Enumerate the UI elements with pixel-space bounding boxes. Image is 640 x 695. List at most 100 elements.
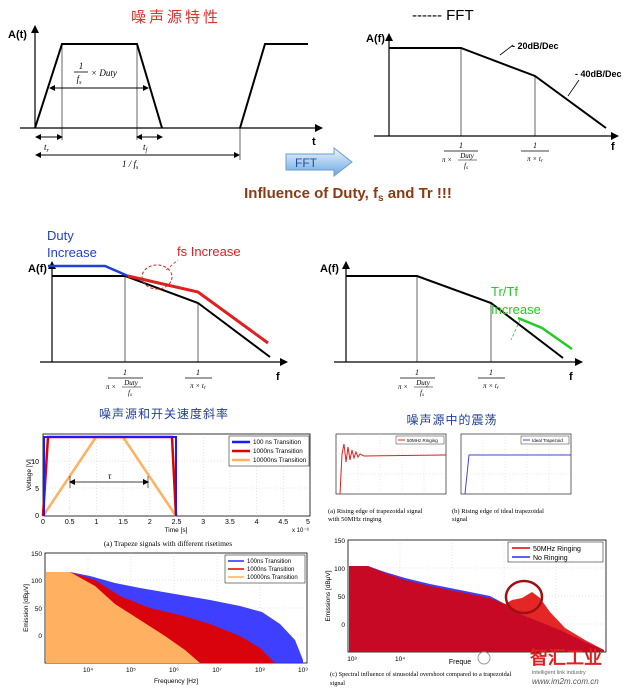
influence-title: Influence of Duty, fs and Tr !!! — [244, 185, 452, 204]
caption-slope: 噪声源和开关速度斜率 — [99, 406, 229, 421]
spectrum-left-ytick-100: 100 — [31, 578, 42, 585]
trapeze-legend-1: 100 ns Transition — [253, 439, 301, 446]
fft-arrow: FFT — [285, 146, 353, 178]
duty-increase-label-1: Duty — [47, 228, 74, 243]
spectrum-left-xtick-4: 10⁸ — [255, 667, 265, 674]
fft-c2-num: 1 — [533, 141, 537, 150]
spectrum-right-ytick-0: 0 — [341, 622, 345, 629]
trapeze-xtick-2: 1 — [94, 519, 98, 526]
tr-label: tr — [44, 142, 50, 154]
trapeze-caption: (a) Trapeze signals with different riset… — [104, 539, 232, 548]
tr-x-label: f — [569, 371, 573, 383]
ringing-a-legend: 50MHz Ringing — [407, 438, 438, 443]
duty-increase-curve — [48, 264, 129, 278]
duty-x-label: f — [276, 371, 280, 383]
ringing-b-chart: Ideal Trapezoid (b) Rising edge of ideal… — [452, 433, 572, 523]
spectrum-left-legend-1: 100ns Transition — [247, 559, 291, 565]
spectrum-left-xtick-1: 10⁵ — [126, 667, 136, 674]
period-label: 1 / fs — [122, 159, 139, 171]
fft-arrow-shape — [285, 146, 353, 178]
trapeze-xtick-3: 1.5 — [118, 519, 128, 526]
spectrum-left-chart: 100ns Transition 1000ns Transition 10000… — [23, 551, 308, 685]
spectrum-left-xlabel: Frequency [Hz] — [154, 678, 198, 685]
duty-c1-duty: Duty — [123, 379, 139, 387]
fft-c1-fs: fs — [464, 162, 468, 171]
noise-source-title: 噪声源特性 — [131, 8, 221, 26]
tr-c1-den-pre: π × — [398, 383, 408, 391]
spectrum-left-ylabel: Emission [dBμV] — [23, 584, 30, 632]
ringing-b-caption-1: (b) Rising edge of ideal trapezoidal — [452, 508, 544, 515]
slope1-pointer — [499, 44, 514, 56]
time-y-label: A(t) — [8, 29, 27, 41]
time-domain-plot: 噪声源特性 A(t) t 1 fs × Duty tr tf 1 / fs — [8, 8, 323, 171]
spectrum-right-legend-1: 50MHz Ringing — [533, 546, 581, 553]
ringing-a-chart: 50MHz Ringing (a) Rising edge of trapezo… — [328, 433, 447, 523]
spectrum-right-ytick-150: 150 — [334, 538, 345, 545]
watermark: 智汇工业 intelligent link industry www.im2m.… — [477, 647, 602, 686]
trapeze-xtick-5: 2.5 — [172, 519, 182, 526]
spectrum-right-xlabel: Freque — [449, 659, 471, 666]
ringing-a-trace — [339, 443, 447, 495]
duty-c1-fs: fs — [128, 389, 132, 398]
ringing-a-legend-box — [395, 435, 445, 445]
duty-c1-den-pre: π × — [106, 383, 116, 391]
spectrum-left-xtick-3: 10⁷ — [212, 667, 222, 674]
spectrum-right-ylabel: Emissions [dBμV] — [325, 570, 332, 621]
tr-c1-fs: fs — [420, 389, 424, 398]
fft-y-label: A(f) — [366, 33, 385, 45]
duty-num: 1 — [79, 61, 84, 71]
trapeze-xtick-6: 3 — [201, 519, 205, 526]
tr-y-label: A(f) — [320, 263, 339, 275]
trapeze-xticks: 0 0.5 1 1.5 2 2.5 3 3.5 4 4.5 5 — [41, 519, 310, 526]
caption-ringing: 噪声源中的震荡 — [406, 412, 497, 427]
trapeze-xexp: x 10⁻⁶ — [292, 527, 310, 534]
spectrum-left-xtick-5: 10⁹ — [298, 667, 308, 674]
spectrum-right-caption-2: signal — [330, 680, 345, 687]
duty-mult: × Duty — [91, 68, 117, 78]
fs-pointer — [165, 259, 179, 271]
spectrum-left-ytick-150: 150 — [31, 551, 42, 558]
slope2-label: - 40dB/Dec — [575, 69, 622, 79]
spectrum-right-ytick-100: 100 — [334, 566, 345, 573]
tr-increase-label-1: Tr/Tf — [491, 284, 518, 299]
tr-c1-duty: Duty — [415, 379, 431, 387]
fft-c2-den: π × tr — [527, 155, 543, 164]
trapezoid-pulse-2 — [239, 43, 308, 129]
trapeze-xlabel: Time [s] — [165, 527, 188, 534]
tr-c2-num: 1 — [489, 368, 493, 377]
tr-base-envelope — [346, 275, 564, 359]
spectrum-left-ytick-0: 0 — [38, 633, 42, 640]
trapezoid-pulse-1 — [34, 43, 163, 129]
duty-y-label: A(f) — [28, 263, 47, 275]
trapeze-xtick-4: 2 — [148, 519, 152, 526]
tr-c1-num: 1 — [415, 368, 419, 377]
duty-c2-num: 1 — [196, 368, 200, 377]
tau-label: τ — [108, 471, 112, 481]
slope1-label: - 20dB/Dec — [512, 41, 559, 51]
spectrum-left-legend-3: 10000ns Transition — [247, 575, 298, 581]
trapeze-xtick-10: 5 — [306, 519, 310, 526]
spectrum-right-chart: 50MHz Ringing No Ringing Emissions [dBμV… — [325, 538, 607, 687]
duty-c2-den: π × tr — [190, 382, 206, 391]
fs-increase-curve — [127, 274, 269, 345]
watermark-sub-text: intelligent link industry — [532, 670, 586, 676]
trapeze-ytick-1: 5 — [35, 486, 39, 493]
fs-increase-label: fs Increase — [177, 244, 241, 259]
fft-c1-den-pre: π × — [442, 156, 452, 164]
spectrum-left-xtick-2: 10⁶ — [169, 667, 179, 674]
spectrum-right-caption-1: (c) Spectral influence of sinusoidal ove… — [330, 671, 512, 678]
trapeze-legend-2: 1000ns Transition — [253, 448, 303, 455]
spectrum-left-orange — [46, 572, 200, 663]
fft-x-label: f — [611, 141, 615, 153]
duty-increase-label-2: Increase — [47, 245, 97, 260]
ringing-b-caption-2: signal — [452, 516, 468, 523]
tr-increase-label-2: Increase — [491, 302, 541, 317]
trapeze-xtick-7: 3.5 — [225, 519, 235, 526]
time-x-label: t — [312, 136, 316, 148]
fs-highlight-circle — [141, 264, 173, 290]
trace-100ns — [43, 436, 177, 516]
spectrum-right-xtick-1: 10⁴ — [395, 656, 405, 663]
trapeze-legend-3: 10000ns Transition — [253, 457, 307, 464]
ringing-a-caption-1: (a) Rising edge of trapezoidal signal — [328, 508, 423, 515]
